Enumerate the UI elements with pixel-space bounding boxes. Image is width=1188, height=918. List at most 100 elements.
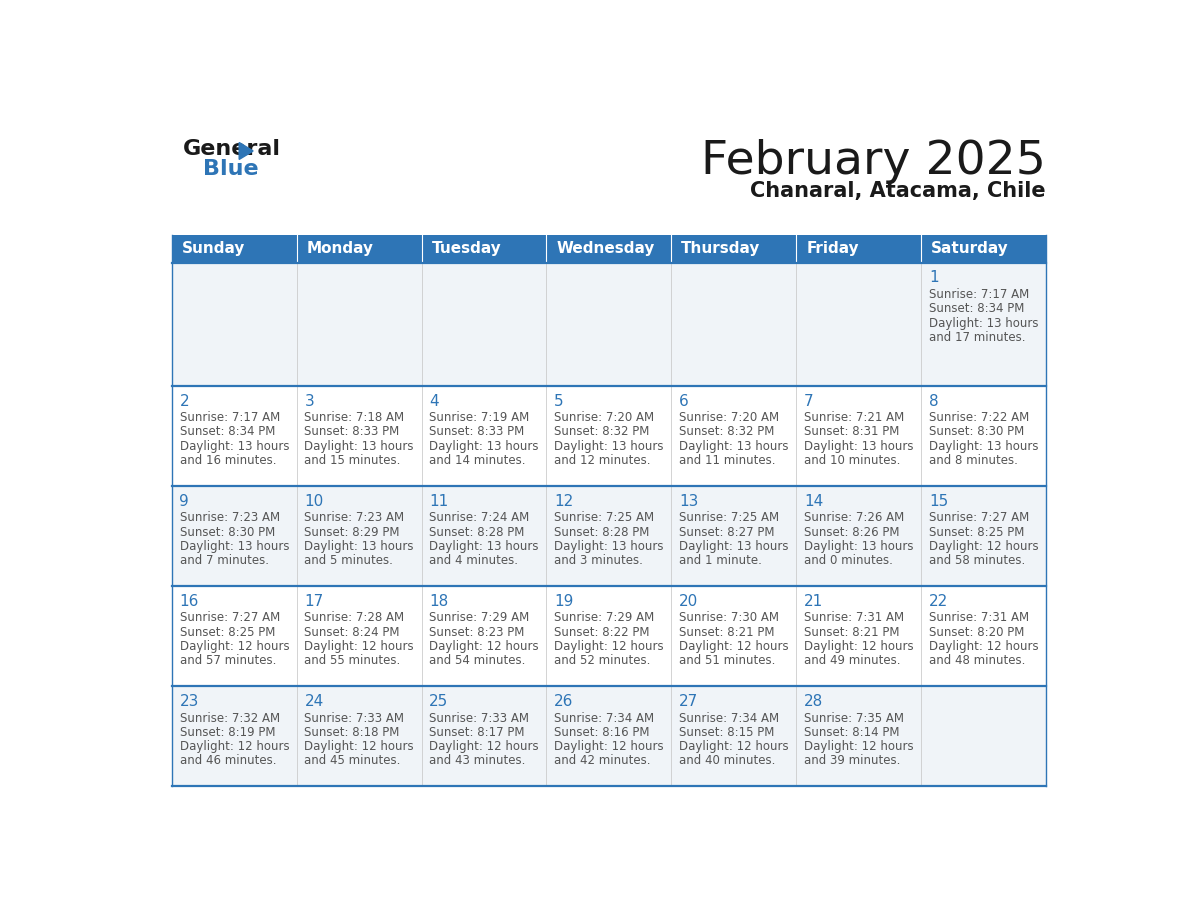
Text: and 54 minutes.: and 54 minutes.	[429, 655, 525, 667]
Text: 5: 5	[554, 394, 564, 409]
Text: 20: 20	[680, 594, 699, 609]
Text: Daylight: 12 hours: Daylight: 12 hours	[554, 740, 664, 753]
Text: 22: 22	[929, 594, 948, 609]
Text: 19: 19	[554, 594, 574, 609]
Text: and 42 minutes.: and 42 minutes.	[554, 755, 651, 767]
Bar	[921, 263, 1045, 386]
Text: Daylight: 13 hours: Daylight: 13 hours	[804, 540, 914, 553]
Text: Sunrise: 7:33 AM: Sunrise: 7:33 AM	[304, 711, 404, 724]
Text: and 45 minutes.: and 45 minutes.	[304, 755, 400, 767]
Text: and 40 minutes.: and 40 minutes.	[680, 755, 776, 767]
Bar	[671, 486, 796, 586]
Text: Sunrise: 7:25 AM: Sunrise: 7:25 AM	[554, 511, 655, 524]
Text: Sunrise: 7:24 AM: Sunrise: 7:24 AM	[429, 511, 530, 524]
Text: Sunrise: 7:22 AM: Sunrise: 7:22 AM	[929, 411, 1029, 424]
Text: Sunset: 8:33 PM: Sunset: 8:33 PM	[429, 425, 525, 439]
Text: Sunset: 8:14 PM: Sunset: 8:14 PM	[804, 726, 899, 739]
Text: and 52 minutes.: and 52 minutes.	[554, 655, 651, 667]
Bar	[546, 686, 671, 786]
Bar	[172, 486, 297, 586]
Bar	[422, 586, 546, 686]
Text: 3: 3	[304, 394, 314, 409]
Bar	[297, 235, 422, 263]
Text: Daylight: 13 hours: Daylight: 13 hours	[554, 440, 664, 453]
Text: Daylight: 13 hours: Daylight: 13 hours	[929, 317, 1038, 330]
Text: Daylight: 12 hours: Daylight: 12 hours	[179, 740, 289, 753]
Text: Sunrise: 7:19 AM: Sunrise: 7:19 AM	[429, 411, 530, 424]
Text: Sunset: 8:28 PM: Sunset: 8:28 PM	[429, 526, 525, 539]
Bar	[796, 235, 921, 263]
Text: Sunset: 8:28 PM: Sunset: 8:28 PM	[554, 526, 650, 539]
Text: General: General	[183, 140, 282, 160]
Text: 25: 25	[429, 694, 449, 709]
Bar	[172, 263, 297, 386]
Bar	[297, 686, 422, 786]
Text: Daylight: 12 hours: Daylight: 12 hours	[680, 640, 789, 653]
Text: Sunset: 8:32 PM: Sunset: 8:32 PM	[554, 425, 650, 439]
Text: Blue: Blue	[203, 160, 258, 179]
Text: Sunset: 8:29 PM: Sunset: 8:29 PM	[304, 526, 400, 539]
Text: Sunset: 8:33 PM: Sunset: 8:33 PM	[304, 425, 399, 439]
Text: Thursday: Thursday	[682, 241, 760, 256]
Text: Sunrise: 7:20 AM: Sunrise: 7:20 AM	[680, 411, 779, 424]
Text: Sunset: 8:31 PM: Sunset: 8:31 PM	[804, 425, 899, 439]
Bar	[422, 386, 546, 486]
Bar	[546, 486, 671, 586]
Text: Sunset: 8:34 PM: Sunset: 8:34 PM	[179, 425, 274, 439]
Text: 18: 18	[429, 594, 449, 609]
Text: Sunrise: 7:21 AM: Sunrise: 7:21 AM	[804, 411, 904, 424]
Text: and 10 minutes.: and 10 minutes.	[804, 454, 901, 467]
Text: Saturday: Saturday	[931, 241, 1009, 256]
Bar	[422, 263, 546, 386]
Text: Sunset: 8:26 PM: Sunset: 8:26 PM	[804, 526, 899, 539]
Text: Daylight: 12 hours: Daylight: 12 hours	[429, 640, 539, 653]
Text: and 0 minutes.: and 0 minutes.	[804, 554, 893, 567]
Text: Sunset: 8:18 PM: Sunset: 8:18 PM	[304, 726, 399, 739]
Text: Sunrise: 7:33 AM: Sunrise: 7:33 AM	[429, 711, 530, 724]
Text: Daylight: 12 hours: Daylight: 12 hours	[929, 640, 1038, 653]
Text: Daylight: 12 hours: Daylight: 12 hours	[680, 740, 789, 753]
Text: Friday: Friday	[807, 241, 859, 256]
Text: and 46 minutes.: and 46 minutes.	[179, 755, 276, 767]
Text: Sunset: 8:19 PM: Sunset: 8:19 PM	[179, 726, 274, 739]
Text: Sunrise: 7:17 AM: Sunrise: 7:17 AM	[179, 411, 279, 424]
Text: 1: 1	[929, 270, 939, 285]
Polygon shape	[239, 142, 253, 160]
Bar	[172, 686, 297, 786]
Text: and 58 minutes.: and 58 minutes.	[929, 554, 1025, 567]
Bar	[921, 386, 1045, 486]
Text: Sunset: 8:20 PM: Sunset: 8:20 PM	[929, 626, 1024, 639]
Bar	[297, 263, 422, 386]
Text: 27: 27	[680, 694, 699, 709]
Bar	[921, 235, 1045, 263]
Text: Wednesday: Wednesday	[556, 241, 655, 256]
Text: and 48 minutes.: and 48 minutes.	[929, 655, 1025, 667]
Text: and 5 minutes.: and 5 minutes.	[304, 554, 393, 567]
Text: Sunset: 8:32 PM: Sunset: 8:32 PM	[680, 425, 775, 439]
Text: February 2025: February 2025	[701, 140, 1045, 185]
Text: 10: 10	[304, 494, 323, 509]
Text: Sunset: 8:30 PM: Sunset: 8:30 PM	[179, 526, 274, 539]
Bar	[422, 686, 546, 786]
Text: Daylight: 13 hours: Daylight: 13 hours	[554, 540, 664, 553]
Text: 12: 12	[554, 494, 574, 509]
Text: 14: 14	[804, 494, 823, 509]
Text: and 43 minutes.: and 43 minutes.	[429, 755, 525, 767]
Text: 6: 6	[680, 394, 689, 409]
Text: Daylight: 13 hours: Daylight: 13 hours	[680, 440, 789, 453]
Text: and 1 minute.: and 1 minute.	[680, 554, 762, 567]
Text: Sunset: 8:34 PM: Sunset: 8:34 PM	[929, 302, 1024, 315]
Bar	[671, 263, 796, 386]
Text: and 55 minutes.: and 55 minutes.	[304, 655, 400, 667]
Text: Daylight: 13 hours: Daylight: 13 hours	[929, 440, 1038, 453]
Text: Tuesday: Tuesday	[431, 241, 501, 256]
Bar	[546, 263, 671, 386]
Text: Sunrise: 7:23 AM: Sunrise: 7:23 AM	[304, 511, 404, 524]
Text: Sunset: 8:25 PM: Sunset: 8:25 PM	[179, 626, 274, 639]
Text: Daylight: 13 hours: Daylight: 13 hours	[304, 540, 413, 553]
Bar	[671, 586, 796, 686]
Text: Sunrise: 7:27 AM: Sunrise: 7:27 AM	[179, 611, 279, 624]
Text: 7: 7	[804, 394, 814, 409]
Text: 26: 26	[554, 694, 574, 709]
Text: 8: 8	[929, 394, 939, 409]
